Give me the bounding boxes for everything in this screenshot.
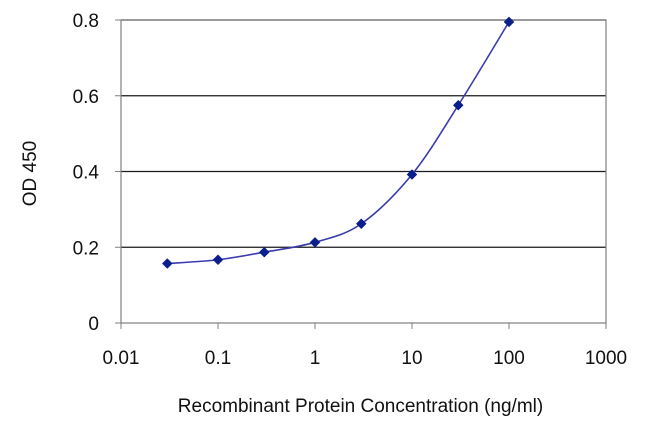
x-tick-label: 10 xyxy=(401,348,422,369)
data-point xyxy=(503,16,515,28)
series-line xyxy=(167,21,510,265)
y-tick-label: 0.4 xyxy=(73,163,100,184)
y-tick-label: 0.6 xyxy=(73,87,99,108)
x-tick-label: 1000 xyxy=(585,348,627,369)
x-tick-label: 0.01 xyxy=(103,348,140,369)
data-point xyxy=(355,218,367,230)
x-tick-label: 1 xyxy=(310,348,321,369)
series-markers xyxy=(161,16,515,269)
x-axis: 0.01 0.1 1 10 100 1000 xyxy=(103,323,627,369)
data-point xyxy=(452,99,464,111)
y-tick-label: 0.2 xyxy=(73,238,99,259)
y-tick-label: 0.8 xyxy=(73,11,99,32)
data-point xyxy=(161,258,173,269)
x-tick-label: 100 xyxy=(493,348,525,369)
x-tick-label: 0.1 xyxy=(205,348,231,369)
data-point xyxy=(309,236,321,248)
data-point xyxy=(406,169,418,180)
data-point xyxy=(212,254,224,266)
y-axis-title: OD 450 xyxy=(20,141,41,206)
data-point xyxy=(258,246,270,258)
x-axis-title: Recombinant Protein Concentration (ng/ml… xyxy=(178,396,543,417)
grid-lines xyxy=(121,19,606,248)
y-axis: 0 0.2 0.4 0.6 0.8 xyxy=(73,11,121,335)
y-tick-label: 0 xyxy=(88,314,99,335)
